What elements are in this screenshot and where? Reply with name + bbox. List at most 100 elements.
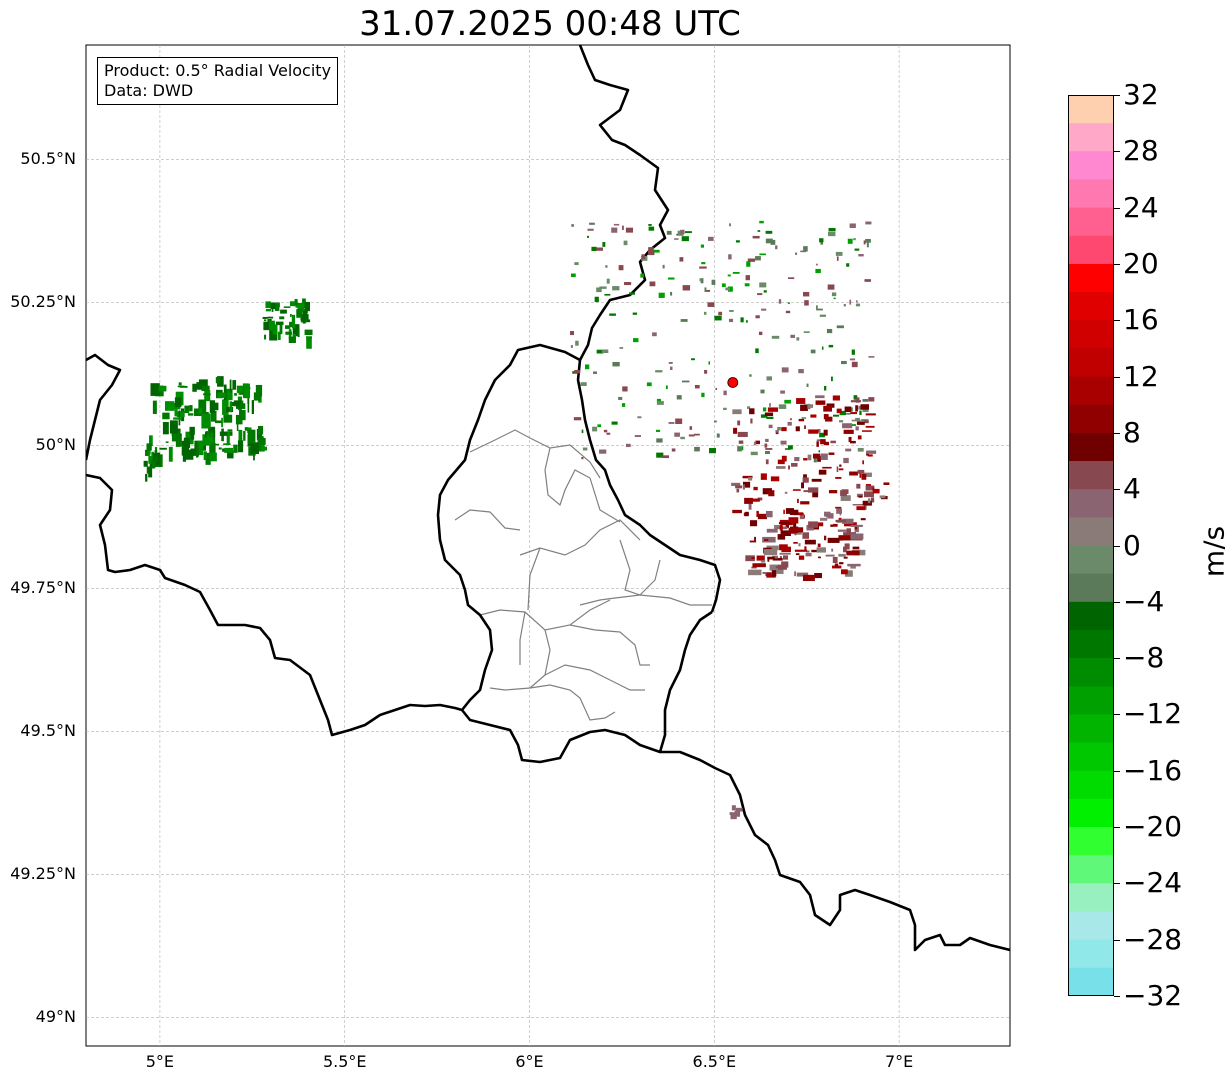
echo-pixel: [649, 281, 656, 287]
echo-pixel: [860, 518, 866, 521]
echo-pixel: [775, 245, 778, 250]
echo-pixel: [680, 229, 685, 235]
echo-pixel: [750, 498, 760, 502]
echo-pixel: [856, 493, 863, 498]
colorbar-segment: [1068, 855, 1114, 884]
echo-pixel: [668, 361, 673, 364]
echo-pixel: [701, 392, 705, 398]
echo-pixel: [820, 439, 826, 445]
echo-pixel: [229, 401, 233, 413]
echo-pixel: [863, 240, 866, 245]
echo-pixel: [729, 812, 733, 816]
echo-pixel: [844, 543, 850, 550]
echo-pixel: [699, 266, 707, 269]
echo-pixel: [237, 440, 244, 453]
lat-label: 49.75°N: [10, 578, 76, 598]
echo-pixel: [858, 495, 863, 498]
echo-pixel: [688, 434, 695, 437]
echo-pixel: [870, 497, 875, 503]
echo-pixel: [804, 300, 809, 306]
echo-pixel: [841, 360, 847, 365]
echo-pixel: [817, 428, 821, 433]
echo-pixel: [632, 312, 638, 315]
echo-pixel: [751, 566, 757, 569]
echo-pixel: [735, 807, 743, 812]
echo-pixel: [728, 318, 734, 323]
echo-pixel: [798, 543, 801, 547]
echo-pixel: [263, 319, 267, 322]
echo-pixel: [202, 393, 211, 396]
echo-pixel: [198, 408, 203, 414]
echo-pixel: [828, 231, 836, 237]
echo-pixel: [148, 457, 153, 460]
map-frame: [85, 44, 1011, 1047]
echo-pixel: [257, 425, 264, 435]
echo-pixel: [864, 420, 869, 424]
echo-pixel: [612, 286, 620, 291]
echo-pixel: [804, 539, 816, 545]
echo-pixel: [668, 277, 675, 280]
echo-pixel: [662, 264, 665, 269]
echo-pixel: [779, 519, 792, 523]
colorbar-segment: [1068, 770, 1114, 800]
echo-pixel: [214, 420, 222, 424]
echo-pixel: [737, 446, 742, 452]
echo-pixel: [865, 425, 875, 428]
echo-pixel: [675, 418, 683, 424]
echo-pixel: [611, 421, 618, 425]
echo-pixel: [785, 524, 790, 528]
radar-site-marker: [727, 377, 739, 388]
echo-pixel: [822, 466, 832, 469]
echo-pixel: [754, 536, 756, 542]
echo-pixel: [634, 435, 641, 437]
echo-pixel: [753, 441, 757, 446]
echo-pixel: [734, 810, 741, 817]
echo-pixel: [750, 451, 758, 456]
colorbar-segment: [1068, 742, 1114, 772]
echo-pixel: [212, 430, 216, 446]
echo-pixel: [801, 482, 804, 489]
echo-pixel: [770, 476, 780, 482]
echo-pixel: [850, 533, 864, 540]
echo-pixel: [748, 503, 752, 510]
echo-pixel: [605, 265, 608, 268]
echo-pixel: [850, 400, 861, 403]
echo-pixel: [819, 238, 824, 243]
echo-pixel: [148, 455, 152, 464]
echo-pixel: [835, 251, 843, 256]
echo-pixel: [656, 398, 662, 403]
echo-pixel: [832, 395, 840, 401]
echo-pixel: [849, 471, 858, 476]
echo-pixel: [656, 438, 663, 443]
echo-pixel: [819, 432, 825, 438]
echo-pixel: [799, 512, 804, 520]
echo-pixel: [803, 331, 810, 333]
echo-pixel: [733, 427, 738, 434]
echo-pixel: [223, 414, 233, 423]
colorbar-segment: [1068, 629, 1114, 659]
echo-pixel: [674, 238, 679, 240]
echo-pixel: [285, 331, 292, 335]
echo-pixel: [826, 328, 833, 334]
echo-pixel: [283, 306, 291, 308]
echo-pixel: [580, 382, 587, 386]
colorbar-tick: [1114, 376, 1120, 378]
echo-pixel: [816, 439, 821, 442]
echo-pixel: [655, 370, 663, 373]
echo-pixel: [652, 332, 657, 337]
echo-pixel: [681, 380, 690, 383]
echo-pixel: [154, 450, 158, 452]
echo-pixel: [790, 334, 795, 338]
echo-pixel: [295, 304, 300, 308]
echo-pixel: [596, 287, 602, 293]
echo-pixel: [571, 224, 574, 227]
echo-pixel: [288, 336, 296, 344]
echo-pixel: [224, 447, 234, 453]
echo-pixel: [584, 364, 590, 370]
gridlines: [86, 45, 1010, 1046]
echo-pixel: [227, 451, 234, 459]
echo-pixel: [704, 369, 708, 374]
echo-pixel: [255, 384, 263, 397]
echo-pixel: [768, 424, 773, 429]
echo-pixel: [250, 442, 259, 455]
